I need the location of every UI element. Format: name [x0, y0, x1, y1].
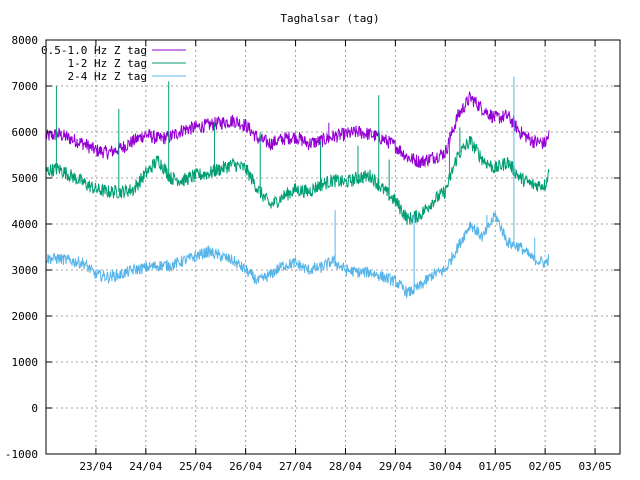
- y-tick-label: 2000: [12, 310, 39, 323]
- y-tick-label: 3000: [12, 264, 39, 277]
- x-tick-label: 03/05: [578, 460, 611, 473]
- series-group: [45, 76, 550, 299]
- chart-title: Taghalsar (tag): [280, 12, 379, 25]
- x-tick-label: 24/04: [129, 460, 162, 473]
- x-tick-label: 26/04: [229, 460, 262, 473]
- y-tick-label: 4000: [12, 218, 39, 231]
- y-tick-label: -1000: [5, 448, 38, 461]
- series-2-line: [45, 135, 550, 225]
- y-tick-label: 8000: [12, 34, 39, 47]
- series-1-line: [45, 90, 550, 169]
- x-tick-label: 23/04: [79, 460, 112, 473]
- x-tick-label: 29/04: [379, 460, 412, 473]
- x-tick-label: 27/04: [279, 460, 312, 473]
- legend-label: 0.5-1.0 Hz Z tag: [41, 44, 147, 57]
- x-tick-label: 28/04: [329, 460, 362, 473]
- series-3-line: [45, 212, 550, 299]
- y-tick-label: 5000: [12, 172, 39, 185]
- grid-lines: [46, 39, 620, 455]
- x-tick-label: 01/05: [479, 460, 512, 473]
- axes: -1000 0 1000 2000 3000 4000 5000 6000 7000 8000 23…: [5, 34, 620, 473]
- x-tick-label: 02/05: [529, 460, 562, 473]
- legend-label: 1-2 Hz Z tag: [68, 57, 147, 70]
- y-tick-label: 7000: [12, 80, 39, 93]
- y-tick-label: 1000: [12, 356, 39, 369]
- plot-frame: [45, 39, 621, 455]
- legend-label: 2-4 Hz Z tag: [68, 70, 147, 83]
- x-tick-label: 30/04: [429, 460, 462, 473]
- y-tick-label: 6000: [12, 126, 39, 139]
- x-tick-label: 25/04: [179, 460, 212, 473]
- y-tick-label: 0: [31, 402, 38, 415]
